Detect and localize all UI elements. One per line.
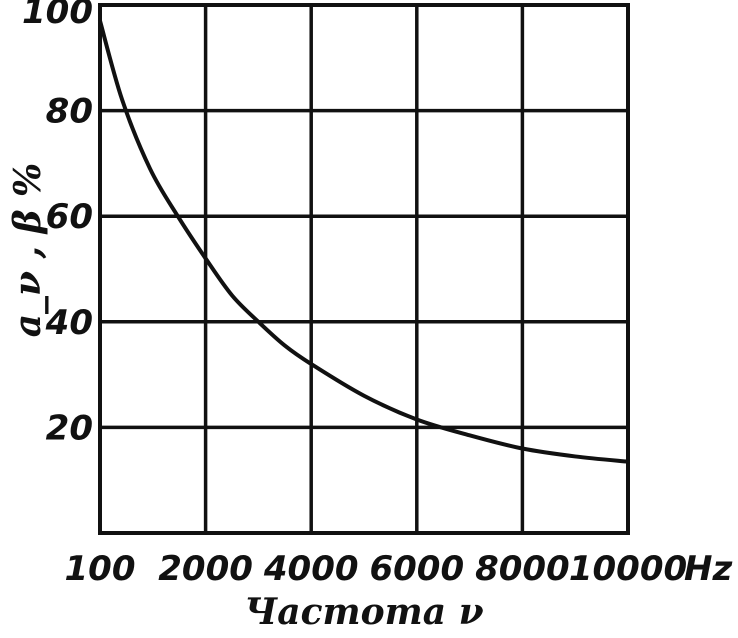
x-tick-label: 10000 [569,549,687,589]
y-tick-label: 100 [22,0,93,32]
y-tick-label: 60 [46,197,93,237]
y-tick-label: 20 [46,408,93,448]
y-tick-labels: 20 40 60 80 100 [22,0,93,448]
x-tick-labels: 100 2000 4000 6000 8000 10000 [65,549,688,589]
x-axis-label: Частота ν [244,591,483,633]
x-tick-label: 6000 [369,549,464,589]
series-line [98,18,630,464]
x-tick-label: 2000 [158,549,253,589]
y-axis-label: a_ν , β % [7,163,49,338]
y-tick-label: 80 [46,92,93,132]
y-tick-label: 40 [45,303,93,343]
x-tick-label: 4000 [263,549,359,589]
x-unit-label: Hz [684,549,732,589]
x-tick-label: 100 [65,549,136,589]
x-tick-label: 8000 [475,549,570,589]
plot-frame [98,3,630,535]
